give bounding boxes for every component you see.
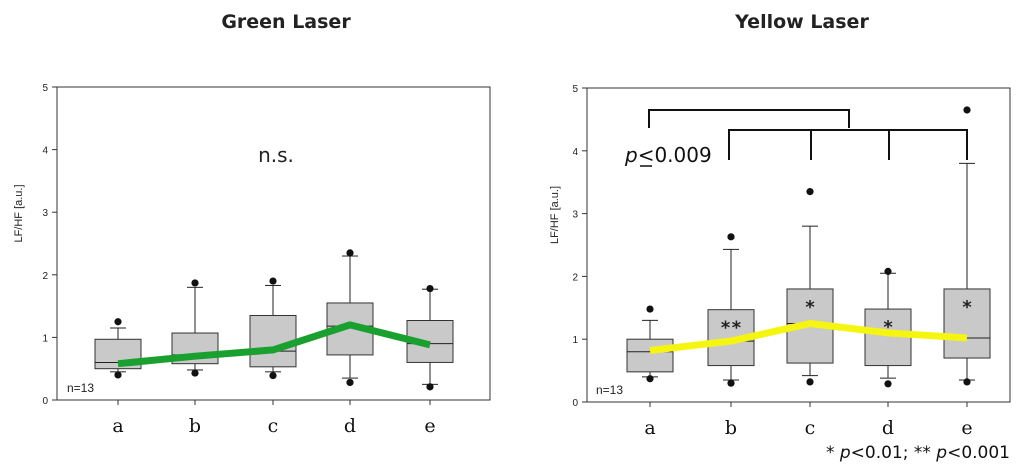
- box-c: [249, 277, 297, 380]
- outlier-point: [727, 379, 735, 387]
- y-axis-label: LF/HF [a.u.]: [549, 186, 561, 244]
- y-tick-label: 1: [42, 333, 48, 344]
- significance-p-label: p<0.009: [624, 143, 712, 167]
- x-category-label: a: [644, 417, 655, 439]
- box-a: [94, 318, 142, 379]
- outlier-point: [646, 305, 654, 313]
- outlier-point: [806, 188, 814, 196]
- outlier-point: [346, 249, 354, 257]
- outlier-point: [963, 378, 971, 386]
- outlier-point: [191, 279, 199, 287]
- footnote-end: <0.001: [947, 443, 1010, 463]
- outlier-point: [114, 318, 122, 326]
- sample-size-label: n=13: [596, 383, 623, 397]
- significance-footnote: * p<0.01; ** p<0.001: [826, 443, 1010, 463]
- box-a: [626, 305, 674, 383]
- outlier-point: [426, 284, 434, 293]
- box-significance-star: *: [962, 297, 973, 318]
- x-category-label: e: [424, 415, 435, 437]
- footnote-p1: p: [839, 443, 851, 463]
- box-significance-star: **: [720, 318, 742, 339]
- y-tick-label: 3: [572, 210, 578, 221]
- footnote-star1: *: [826, 443, 840, 463]
- outlier-point: [727, 233, 735, 241]
- x-category-label: d: [344, 415, 356, 437]
- box-e: *: [943, 106, 991, 386]
- y-axis-label: LF/HF [a.u.]: [13, 184, 25, 242]
- box-b: [171, 279, 219, 377]
- x-category-label: b: [725, 417, 737, 439]
- outlier-point: [346, 378, 354, 387]
- y-tick-label: 0: [572, 398, 578, 409]
- box-b: **: [707, 233, 755, 387]
- y-tick-label: 0: [42, 396, 48, 407]
- yellow-chart-title: Yellow Laser: [734, 11, 869, 33]
- footnote-p2: p: [935, 443, 947, 463]
- y-tick-label: 5: [572, 84, 578, 95]
- y-tick-label: 2: [572, 272, 578, 283]
- p-symbol: p: [624, 143, 638, 167]
- outlier-point: [884, 380, 892, 388]
- box-significance-star: *: [883, 317, 894, 338]
- significance-bracket: [648, 109, 968, 160]
- sample-size-label: n=13: [67, 381, 94, 395]
- outlier-point: [806, 378, 814, 386]
- outlier-point: [191, 369, 199, 377]
- y-tick-label: 5: [42, 83, 48, 94]
- plot-frame: [586, 87, 1011, 403]
- y-tick-label: 2: [42, 271, 48, 282]
- p-threshold: <0.009: [638, 143, 712, 167]
- green-chart-title: Green Laser: [221, 11, 351, 33]
- x-category-label: c: [805, 417, 816, 439]
- y-tick-label: 4: [42, 146, 48, 157]
- y-tick-label: 3: [42, 208, 48, 219]
- box-significance-star: *: [805, 297, 816, 318]
- box-iqr: [626, 338, 674, 373]
- footnote-mid: <0.01; **: [851, 443, 937, 463]
- outlier-point: [269, 371, 277, 380]
- x-category-label: c: [268, 415, 279, 437]
- outlier-point: [963, 106, 971, 114]
- y-tick-label: 4: [572, 147, 578, 158]
- y-tick-label: 1: [572, 335, 578, 346]
- box-iqr: [943, 288, 991, 359]
- box-iqr: [249, 314, 297, 368]
- x-category-label: a: [112, 415, 123, 437]
- x-category-label: d: [882, 417, 894, 439]
- outlier-point: [884, 267, 892, 275]
- green-significance-label: n.s.: [258, 143, 294, 167]
- box-c: *: [786, 188, 834, 386]
- outlier-point: [114, 371, 122, 379]
- outlier-point: [646, 375, 654, 383]
- x-category-label: b: [189, 415, 201, 437]
- outlier-point: [426, 383, 434, 391]
- box-d: [326, 249, 374, 387]
- green-laser-chart: 0 1 2 3 4 5 LF/HF [a.u.] a b c d e n=13: [13, 83, 491, 437]
- x-category-label: e: [961, 417, 972, 439]
- outlier-point: [269, 277, 277, 285]
